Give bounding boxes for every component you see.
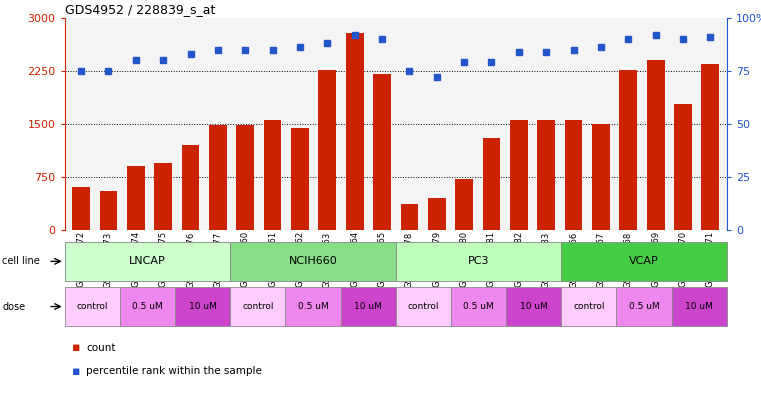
Text: GDS4952 / 228839_s_at: GDS4952 / 228839_s_at — [65, 4, 215, 17]
Text: 10 uM: 10 uM — [189, 302, 217, 311]
Bar — [237, 125, 254, 230]
Bar — [428, 198, 446, 230]
Text: ▪: ▪ — [72, 365, 81, 378]
Bar — [482, 138, 501, 230]
Bar — [455, 179, 473, 230]
Bar — [674, 104, 692, 230]
Text: count: count — [86, 343, 116, 353]
Bar — [619, 70, 637, 230]
Text: cell line: cell line — [2, 256, 40, 266]
Bar — [702, 64, 719, 230]
Bar — [396, 242, 561, 281]
Text: control: control — [408, 302, 439, 311]
Bar — [65, 287, 119, 326]
Text: VCAP: VCAP — [629, 256, 659, 266]
Bar — [119, 287, 175, 326]
Bar — [175, 287, 230, 326]
Bar — [345, 33, 364, 230]
Text: dose: dose — [2, 301, 25, 312]
Text: PC3: PC3 — [468, 256, 489, 266]
Bar — [182, 145, 199, 230]
Bar — [100, 191, 117, 230]
Bar — [396, 287, 451, 326]
Text: 0.5 uM: 0.5 uM — [298, 302, 328, 311]
Text: 10 uM: 10 uM — [685, 302, 713, 311]
Bar — [340, 287, 396, 326]
Bar — [318, 70, 336, 230]
Bar — [209, 125, 227, 230]
Bar — [647, 60, 664, 230]
Bar — [127, 166, 145, 230]
Bar — [451, 287, 506, 326]
Bar — [230, 242, 396, 281]
Bar — [506, 287, 561, 326]
Bar — [561, 242, 727, 281]
Text: percentile rank within the sample: percentile rank within the sample — [86, 366, 262, 376]
Bar — [154, 163, 172, 230]
Bar — [537, 119, 555, 230]
Text: 0.5 uM: 0.5 uM — [132, 302, 163, 311]
Bar — [561, 287, 616, 326]
Text: 0.5 uM: 0.5 uM — [463, 302, 494, 311]
Text: NCIH660: NCIH660 — [288, 256, 337, 266]
Text: 10 uM: 10 uM — [354, 302, 382, 311]
Bar — [565, 119, 582, 230]
Bar — [373, 74, 391, 230]
Text: 10 uM: 10 uM — [520, 302, 548, 311]
Text: LNCAP: LNCAP — [129, 256, 166, 266]
Text: control: control — [242, 302, 273, 311]
Bar — [285, 287, 341, 326]
Text: 0.5 uM: 0.5 uM — [629, 302, 659, 311]
Bar — [616, 287, 671, 326]
Bar — [264, 119, 282, 230]
Bar — [65, 242, 230, 281]
Bar — [592, 124, 610, 230]
Text: control: control — [77, 302, 108, 311]
Text: ▪: ▪ — [72, 341, 81, 354]
Text: control: control — [573, 302, 604, 311]
Bar — [291, 128, 309, 230]
Bar — [72, 187, 90, 230]
Bar — [400, 204, 419, 230]
Bar — [510, 119, 527, 230]
Bar — [230, 287, 285, 326]
Bar — [671, 287, 727, 326]
